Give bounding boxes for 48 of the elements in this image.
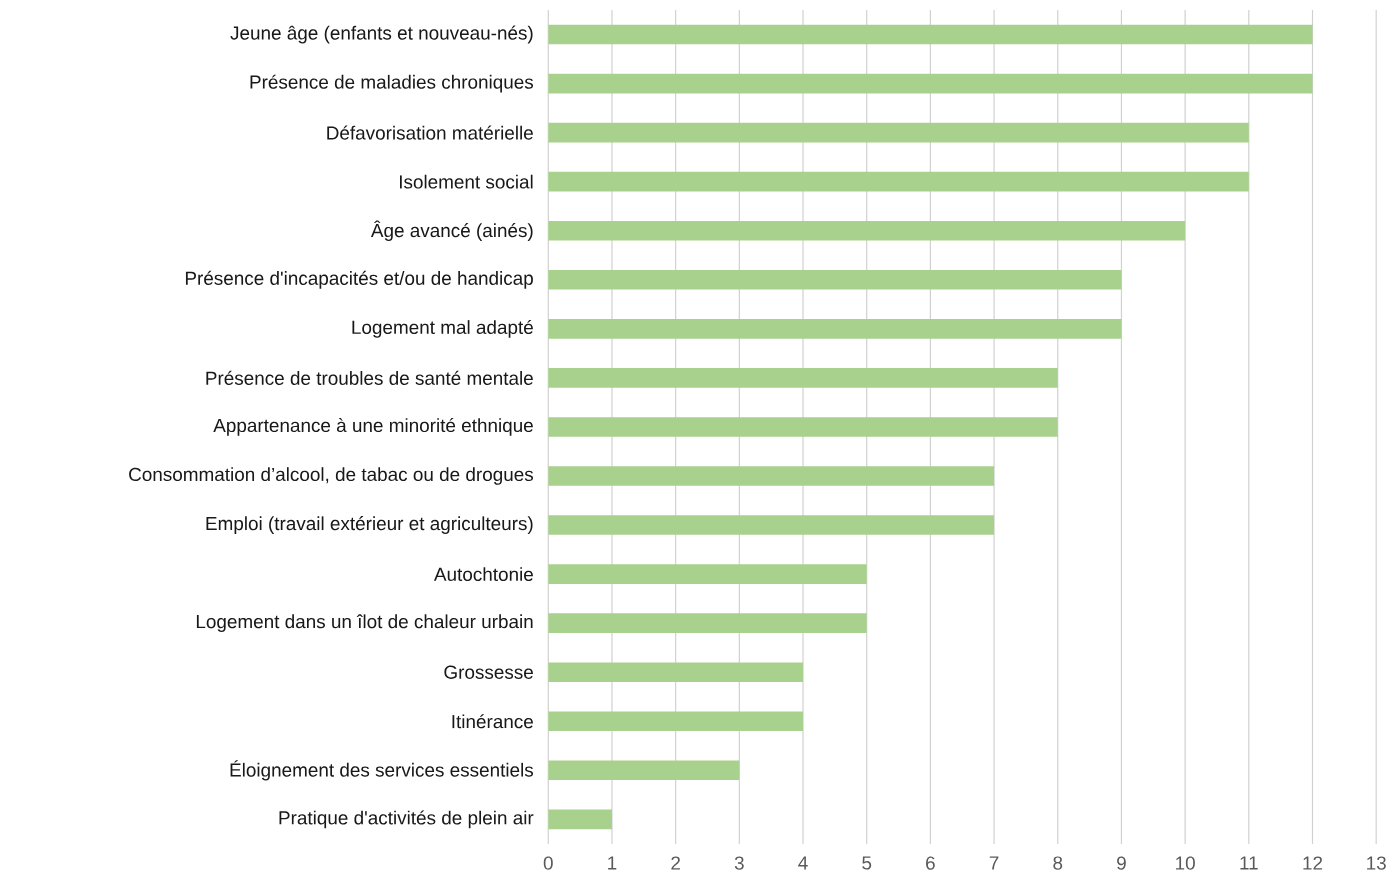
bar — [548, 270, 1122, 290]
x-tick-label: 10 — [1176, 856, 1195, 870]
y-tick-label: Consommation d’alcool, de tabac ou de drogues — [129, 467, 534, 485]
x-tick-label: 4 — [798, 856, 808, 870]
x-tick-label: 1 — [608, 856, 617, 870]
bar — [548, 466, 995, 486]
bar — [548, 122, 1249, 143]
y-tick-label: Itinérance — [452, 714, 533, 729]
bar — [548, 760, 740, 781]
bar — [548, 662, 804, 683]
bar — [548, 221, 1186, 241]
bar — [548, 613, 867, 634]
x-tick-label: 8 — [1053, 856, 1063, 870]
bar — [548, 73, 1313, 94]
y-tick-label: Logement dans un îlot de chaleur urbain — [196, 614, 533, 633]
x-tick-label: 9 — [1117, 856, 1126, 870]
y-tick-label: Isolement social — [400, 174, 533, 189]
bar — [548, 319, 1122, 339]
y-tick-label: Appartenance à une minorité ethnique — [213, 418, 533, 436]
x-tick-label: 7 — [989, 856, 999, 870]
y-tick-label: Grossesse — [444, 665, 533, 679]
bar — [548, 515, 995, 535]
y-tick-label: Éloignement des services essentiels — [230, 760, 534, 781]
x-tick-label: 13 — [1367, 856, 1386, 870]
x-tick-label: 12 — [1303, 856, 1323, 870]
y-tick-label: Présence de maladies chroniques — [250, 74, 534, 93]
x-tick-label: 5 — [862, 856, 872, 870]
bar — [548, 171, 1249, 192]
bar — [548, 24, 1313, 45]
x-tick-label: 0 — [543, 856, 553, 870]
x-tick-label: 3 — [734, 856, 744, 870]
bar — [548, 809, 612, 830]
y-tick-label: Jeune âge (enfants et nouveau-nés) — [230, 25, 533, 44]
x-tick-label: 2 — [671, 856, 680, 870]
bar — [548, 564, 867, 584]
bar — [548, 417, 1058, 437]
y-tick-label: Logement mal adapté — [352, 320, 533, 338]
bar — [548, 711, 804, 732]
y-tick-label: Âge avancé (ainés) — [370, 220, 533, 242]
y-tick-label: Autochtonie — [433, 567, 533, 582]
x-tick-label: 6 — [926, 856, 935, 870]
y-tick-label: Pratique d'activités de plein air — [279, 810, 534, 829]
y-tick-label: Emploi (travail extérieur et agriculteurs) — [206, 516, 533, 535]
y-tick-label: Présence d'incapacités et/ou de handicap — [185, 270, 533, 289]
y-tick-label: Présence de troubles de santé mentale — [206, 370, 533, 386]
bar — [548, 368, 1058, 388]
y-tick-label: Défavorisation matérielle — [327, 125, 533, 140]
x-tick-label: 11 — [1240, 856, 1258, 870]
